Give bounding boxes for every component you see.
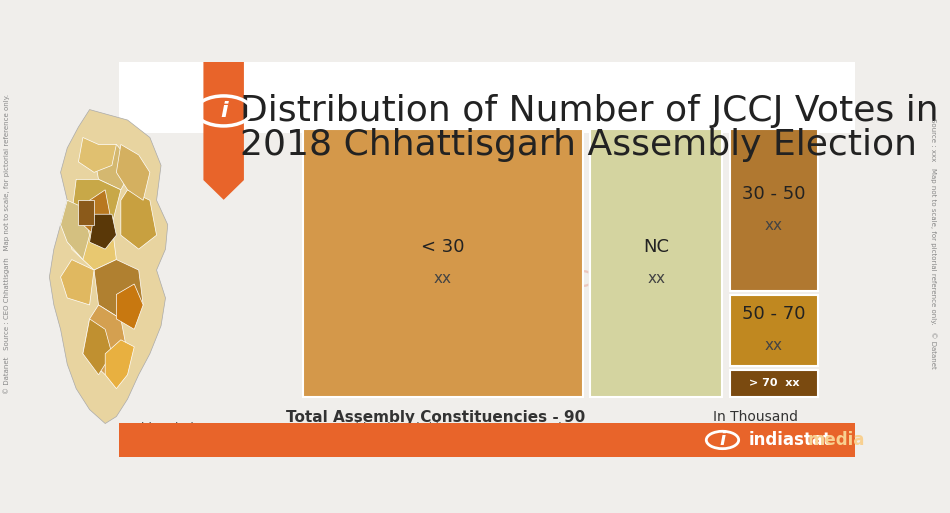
FancyBboxPatch shape	[119, 423, 855, 457]
Polygon shape	[89, 214, 116, 249]
Text: i: i	[719, 431, 726, 449]
Text: indiastat: indiastat	[749, 431, 831, 449]
Polygon shape	[72, 214, 116, 270]
Polygon shape	[79, 137, 116, 172]
Text: In Thousand: In Thousand	[713, 410, 798, 424]
Polygon shape	[116, 284, 143, 329]
FancyBboxPatch shape	[303, 129, 582, 398]
Polygon shape	[79, 200, 94, 225]
FancyBboxPatch shape	[730, 129, 818, 291]
Text: > 70  xx: > 70 xx	[749, 379, 799, 388]
Text: 50 - 70: 50 - 70	[742, 305, 806, 323]
Polygon shape	[116, 145, 150, 200]
Polygon shape	[61, 260, 94, 305]
Text: Source : xxx   Map not to scale, for pictorial reference only.   © Datanet: Source : xxx Map not to scale, for picto…	[930, 119, 937, 369]
Text: NC: NC	[643, 238, 669, 256]
Text: Total Assembly Constituencies - 90: Total Assembly Constituencies - 90	[286, 409, 585, 425]
Text: < 30: < 30	[421, 238, 465, 256]
Text: media: media	[808, 431, 864, 449]
Polygon shape	[72, 180, 121, 225]
Text: xx: xx	[765, 218, 783, 233]
Polygon shape	[83, 305, 127, 374]
Text: xx: xx	[765, 339, 783, 353]
Text: xx: xx	[434, 271, 451, 286]
Text: 2018 Chhattisgarh Assembly Election: 2018 Chhattisgarh Assembly Election	[240, 128, 918, 162]
Text: Distribution of Number of JCCJ Votes in: Distribution of Number of JCCJ Votes in	[240, 94, 939, 128]
Text: i: i	[219, 101, 227, 121]
Polygon shape	[203, 62, 244, 200]
Polygon shape	[121, 190, 157, 249]
Text: xx: xx	[647, 271, 665, 286]
Polygon shape	[83, 319, 112, 374]
Polygon shape	[94, 260, 143, 319]
Text: indiastatmedia.com: indiastatmedia.com	[335, 264, 638, 293]
Polygon shape	[83, 190, 112, 235]
Polygon shape	[61, 200, 89, 260]
Polygon shape	[105, 340, 134, 389]
FancyBboxPatch shape	[119, 62, 855, 133]
Text: © Datanet   Source : CEO Chhattisgarh   Map not to scale, for pictorial referenc: © Datanet Source : CEO Chhattisgarh Map …	[4, 93, 10, 394]
Text: 30 - 50: 30 - 50	[742, 185, 806, 203]
FancyBboxPatch shape	[590, 129, 722, 398]
FancyBboxPatch shape	[730, 294, 818, 366]
FancyBboxPatch shape	[730, 370, 818, 398]
Polygon shape	[49, 110, 168, 424]
Polygon shape	[94, 145, 134, 190]
Text: Abbreviation : JCCJ - Janta Congress Chhattisgarh (J); NC - Not Contested: Abbreviation : JCCJ - Janta Congress Chh…	[133, 422, 562, 436]
